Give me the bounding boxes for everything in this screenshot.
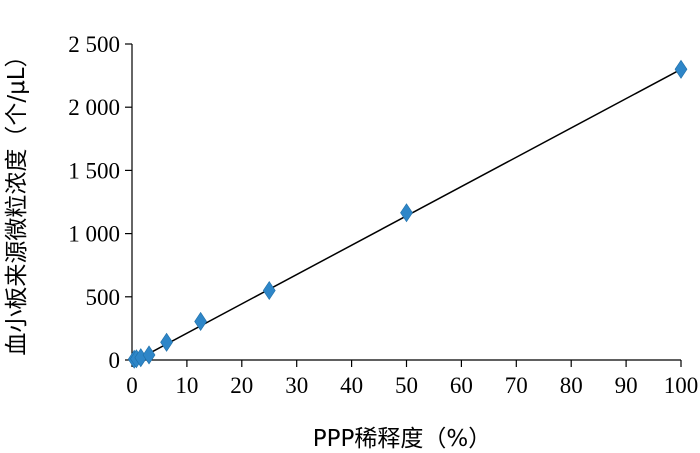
y-tick-label: 1 000	[68, 222, 120, 247]
x-tick-label: 0	[126, 373, 138, 398]
data-point	[262, 280, 276, 301]
x-tick-label: 40	[340, 373, 363, 398]
x-tick-label: 60	[450, 373, 473, 398]
y-tick-label: 0	[109, 348, 121, 373]
x-tick-label: 80	[560, 373, 583, 398]
x-tick-label: 70	[505, 373, 528, 398]
x-tick-label: 90	[615, 373, 638, 398]
x-tick-label: 20	[230, 373, 253, 398]
y-tick-label: 2 500	[68, 32, 120, 57]
data-point	[674, 59, 688, 79]
y-tick-label: 1 500	[68, 158, 120, 183]
data-point	[142, 345, 156, 365]
x-tick-label: 30	[285, 373, 308, 398]
plot-area	[127, 59, 688, 369]
x-tick-label: 100	[664, 373, 699, 398]
data-point	[160, 332, 173, 352]
data-point	[194, 311, 207, 331]
y-tick-label: 2 000	[68, 95, 120, 120]
y-axis-title: 血小板来源微粒浓度（个/μL）	[4, 44, 30, 355]
x-tick-label: 50	[395, 373, 418, 398]
y-tick-label: 500	[86, 285, 121, 310]
data-point	[400, 203, 413, 223]
y-axis: 0 500 1 000 1 500 2 000 2 500	[68, 32, 133, 373]
x-tick-label: 10	[175, 373, 198, 398]
x-axis: 0 10 20 30 40 50 60 70 80 90 100	[126, 359, 699, 398]
x-axis-title: PPP稀释度（%）	[313, 426, 491, 452]
